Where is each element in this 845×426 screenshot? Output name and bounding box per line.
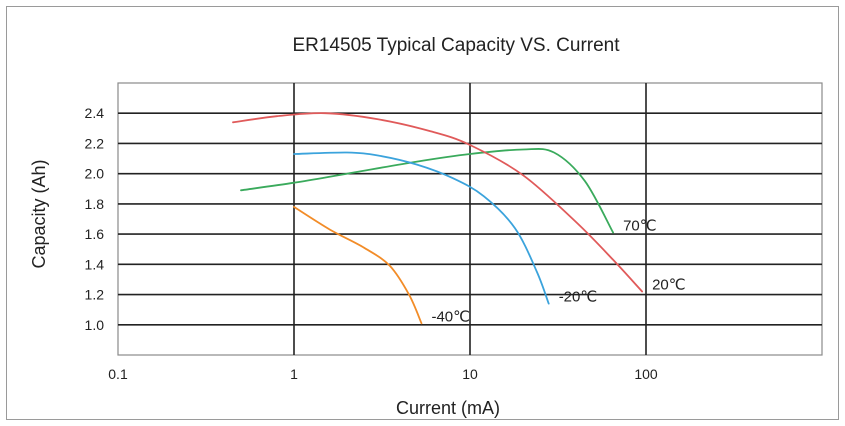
x-tick-label: 100 [634,366,658,382]
y-tick-label: 1.8 [85,196,105,212]
series-label-minus20: -20℃ [559,289,598,306]
tick-labels: 1.0 1.2 1.4 1.6 1.8 2.0 2.2 2.4 0.1 1 10 100 70℃ 20℃ -… [85,105,686,382]
x-tick-label: 10 [462,366,478,382]
grid [117,82,823,356]
chart-frame [6,6,839,420]
series-layer [232,112,643,325]
series-line-minus20 [293,151,550,305]
series-line-70 [240,148,614,234]
series-line-20 [232,112,643,293]
chart-title: ER14505 Typical Capacity VS. Current [292,35,620,56]
series-line-minus40 [293,206,423,325]
series-label-70: 70℃ [623,218,657,235]
y-tick-label: 1.4 [85,256,105,272]
x-axis-label: Current (mA) [396,398,500,418]
y-tick-label: 1.6 [85,226,105,242]
y-tick-label: 1.2 [85,287,105,303]
series-label-20: 20℃ [652,277,686,294]
y-tick-label: 2.0 [85,166,105,182]
y-tick-label: 2.2 [85,135,105,151]
x-tick-label: 1 [290,366,298,382]
x-tick-label: 0.1 [108,366,128,382]
y-tick-label: 1.0 [85,317,105,333]
y-tick-label: 2.4 [85,105,105,121]
y-axis-label: Capacity (Ah) [29,159,49,268]
series-label-minus40: -40℃ [431,308,470,325]
